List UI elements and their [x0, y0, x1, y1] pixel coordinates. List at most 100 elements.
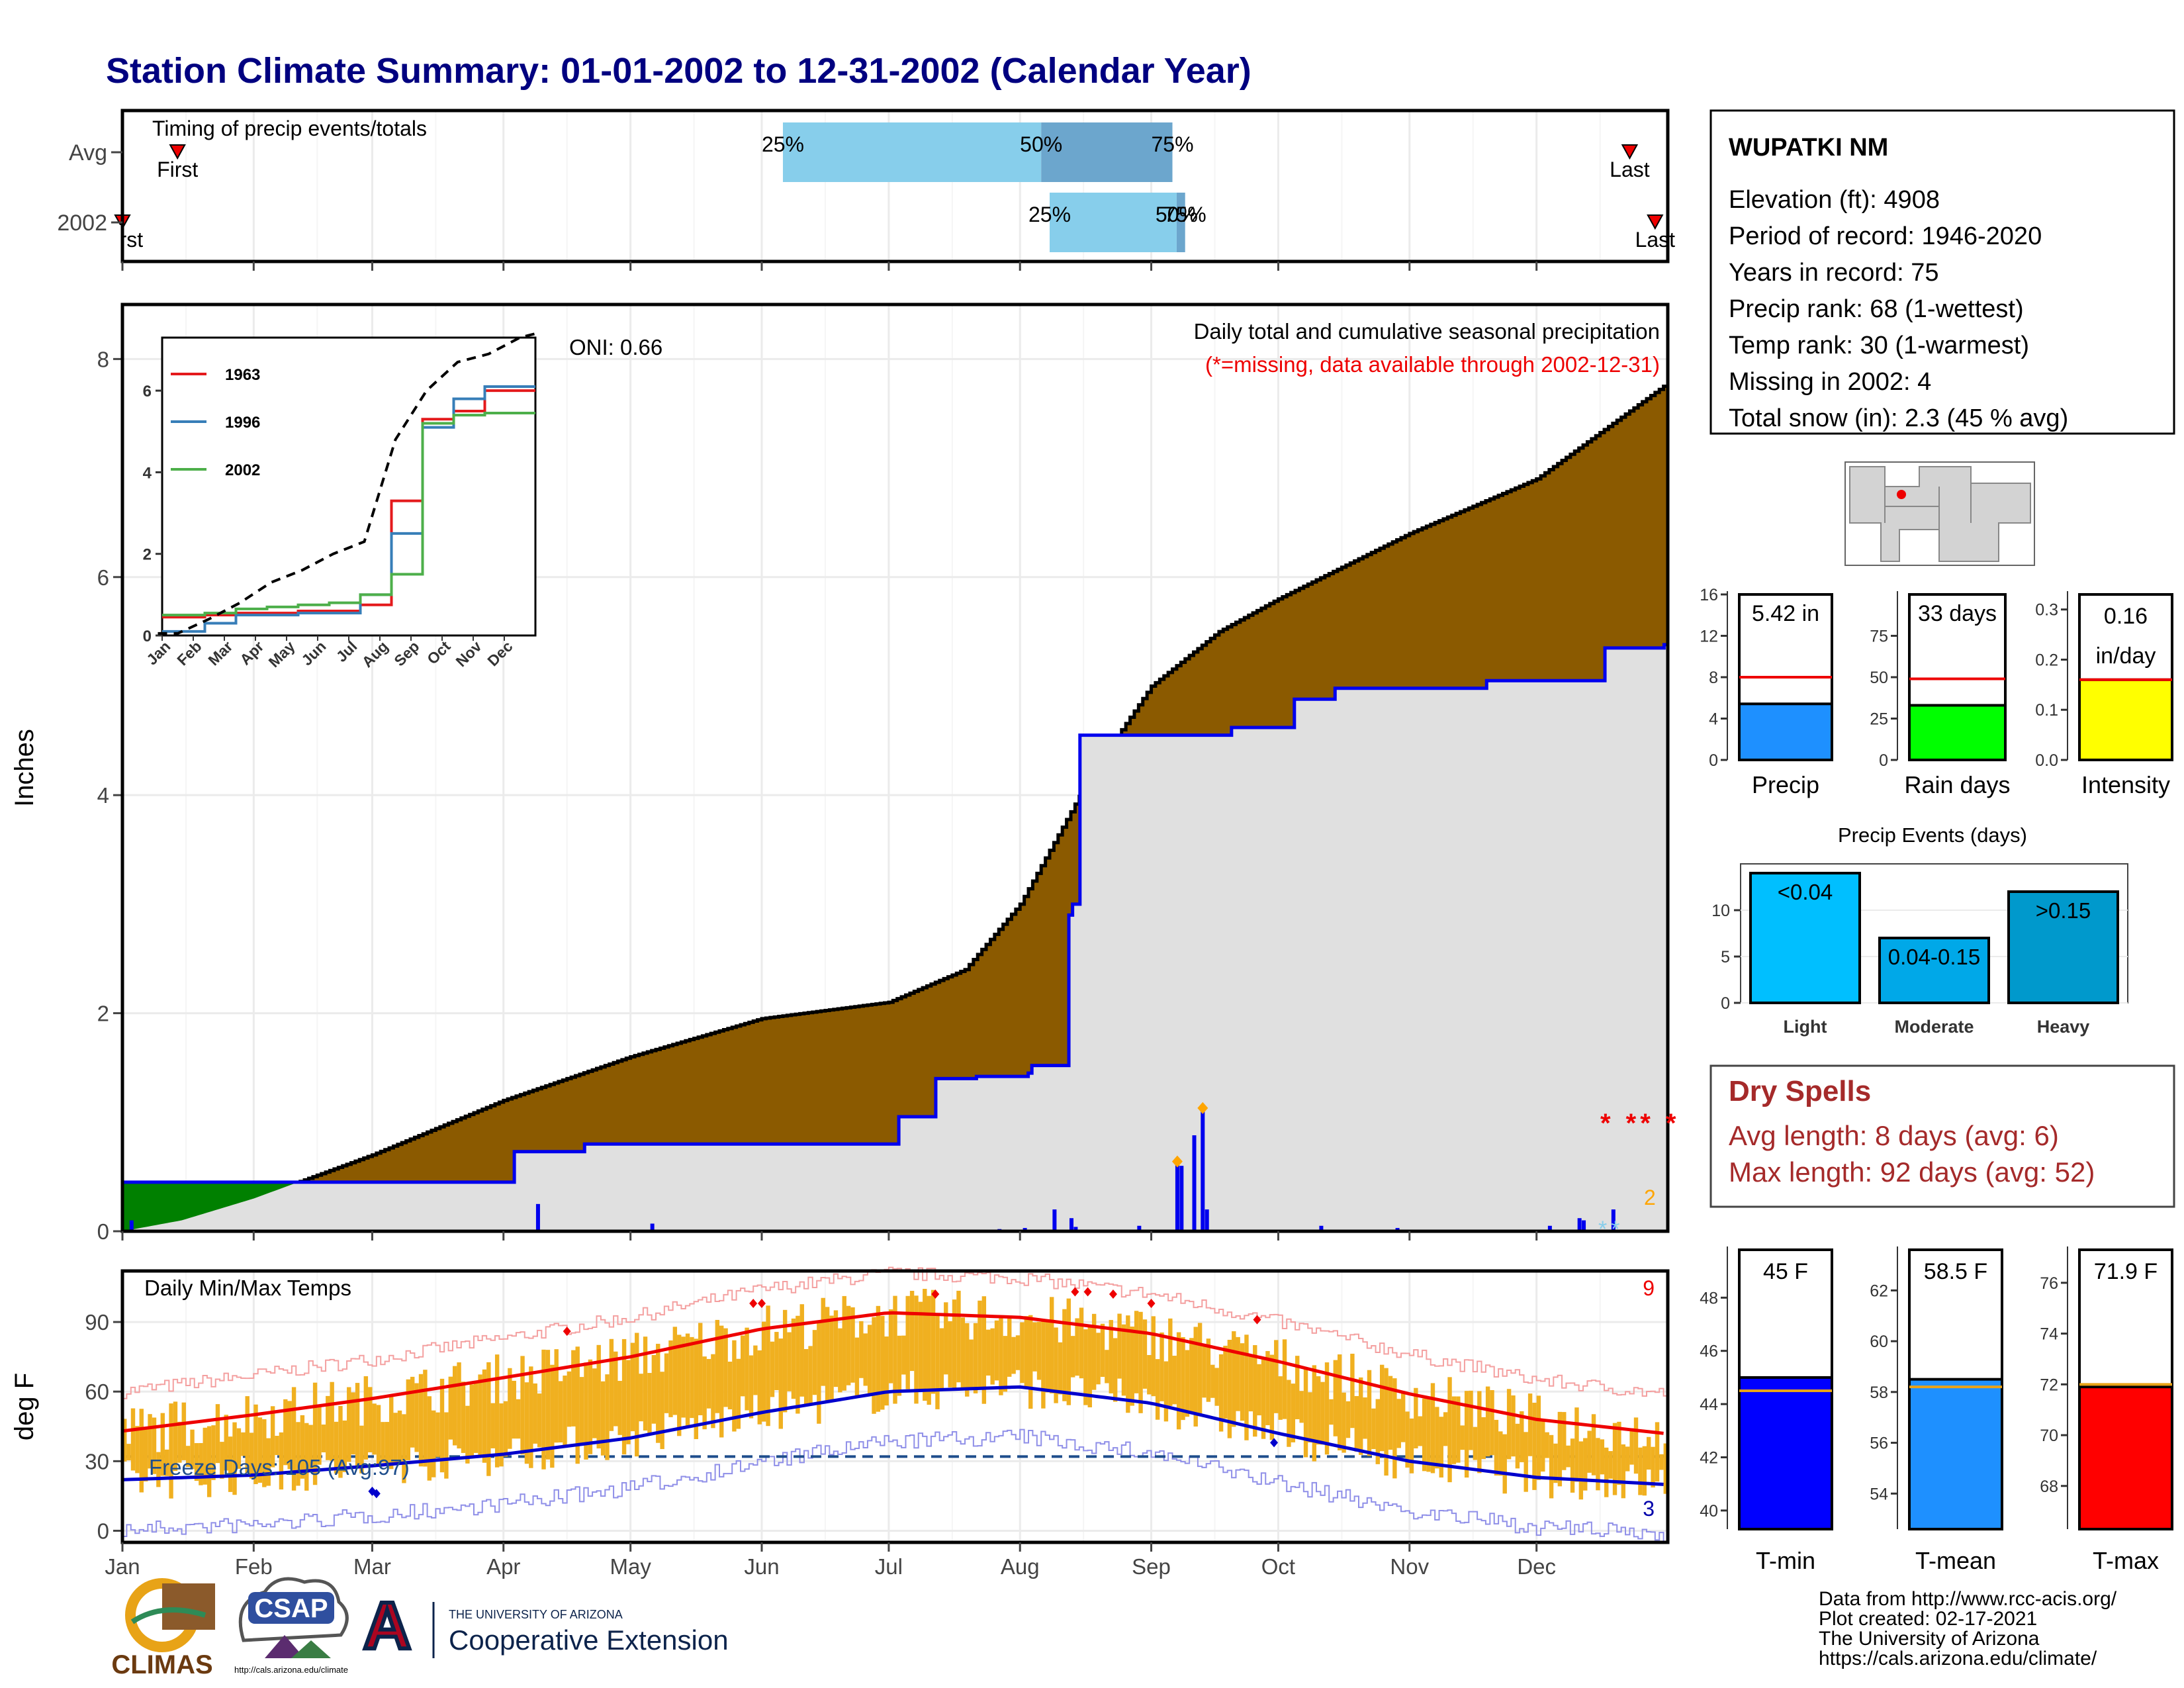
daily-temp-bar [842, 1295, 846, 1391]
daily-temp-bar [1557, 1411, 1563, 1487]
daily-temp-bar [1168, 1318, 1173, 1406]
daily-temp-bar [236, 1428, 242, 1469]
svg-text:THE UNIVERSITY OF ARIZONA: THE UNIVERSITY OF ARIZONA [449, 1608, 623, 1621]
daily-temp-bar [635, 1333, 639, 1457]
daily-temp-bar [334, 1421, 339, 1474]
daily-temp-bar [672, 1327, 678, 1415]
daily-temp-bar [177, 1421, 182, 1463]
daily-temp-bar [821, 1297, 825, 1386]
mini-panel-value-label: in/day [2096, 643, 2156, 669]
station-info-line: Total snow (in): 2.3 (45 % avg) [1729, 404, 2068, 432]
daily-temp-bar [1126, 1315, 1130, 1413]
daily-temp-bar [432, 1410, 436, 1477]
mini-y-tick-label: 56 [1870, 1434, 1888, 1453]
daily-temp-bar [850, 1307, 855, 1383]
mini-panel-category-label: Intensity [2081, 771, 2170, 798]
daily-temp-bar [300, 1415, 305, 1479]
timing-row-2002: 2002 [57, 211, 107, 236]
daily-temp-bar [1515, 1423, 1520, 1469]
record-high-marker [931, 1289, 940, 1299]
daily-temp-bar [181, 1402, 186, 1460]
events-bar-light [1749, 872, 1861, 1004]
inset-legend-label: 1963 [225, 366, 260, 384]
record-high-envelope [122, 1266, 1668, 1399]
daily-temp-bar [537, 1393, 542, 1448]
daily-temp-bar [190, 1429, 195, 1470]
daily-temp-bar [876, 1305, 881, 1412]
record-high-marker [1109, 1289, 1117, 1299]
daily-temp-bar [939, 1328, 944, 1390]
x-tick-label: Mar [353, 1554, 391, 1579]
daily-temp-bar [999, 1316, 1003, 1395]
daily-temp-bar [978, 1300, 982, 1387]
observed-cumulative-area [122, 640, 1668, 1231]
mini-panel-bar-rain-days [1908, 704, 2007, 761]
daily-temp-bar [1160, 1332, 1164, 1401]
daily-temp-bar [719, 1325, 724, 1438]
daily-temp-bar [385, 1422, 390, 1464]
daily-temp-bar [1079, 1307, 1084, 1379]
csap-logo: CSAP http://cals.arizona.edu/climate [234, 1577, 349, 1675]
daily-temp-bar [220, 1442, 224, 1479]
daily-temp-bar [486, 1362, 491, 1476]
daily-temp-bar [1604, 1447, 1609, 1497]
daily-temp-bar [1527, 1393, 1533, 1456]
daily-temp-bar [1511, 1395, 1516, 1457]
mini-y-tick-label: 0.2 [2035, 651, 2058, 669]
timing-title: Timing of precip events/totals [152, 117, 427, 140]
daily-temp-bar [1583, 1438, 1588, 1491]
timing-label-25: 25% [762, 132, 804, 156]
missing-marks: * ** * [1600, 1109, 1680, 1138]
x-tick-label: Apr [486, 1554, 520, 1579]
daily-temp-bar [224, 1415, 228, 1471]
daily-temp-bar [1329, 1399, 1334, 1425]
precip-summary-charts: 0 4 8 12 16 5.42 in Precip 0 25 50 75 33 days Rain d… [1700, 586, 2173, 798]
dry-spells-box: Dry Spells Avg length: 8 days (avg: 6) M… [1709, 1064, 2175, 1208]
daily-temp-bar [799, 1304, 804, 1397]
daily-temp-bar [160, 1413, 165, 1476]
events-bar-label: >0.15 [2036, 898, 2091, 923]
inset-y-tick-label: 6 [143, 383, 152, 400]
mini-panel-category-label: T-max [2093, 1547, 2159, 1574]
daily-temp-bar [410, 1376, 415, 1448]
daily-temp-bar [257, 1417, 263, 1483]
inset-legend-label: 2002 [225, 461, 260, 479]
daily-precip-bar [1582, 1220, 1586, 1231]
daily-temp-bar [677, 1335, 682, 1436]
daily-temp-bar [516, 1399, 521, 1439]
mini-y-tick-label: 62 [1870, 1282, 1888, 1300]
daily-temp-bar [1651, 1446, 1655, 1488]
daily-temp-bar [1359, 1377, 1363, 1455]
daily-temp-bar [1536, 1395, 1541, 1480]
precip-events-chart: Precip Events (days) 0 5 10 <0.04 Light 0.04-… [1711, 823, 2128, 1037]
daily-temp-bar [630, 1342, 635, 1432]
daily-temp-bar [524, 1382, 529, 1464]
daily-temp-bar [418, 1374, 424, 1467]
daily-temp-bar [1091, 1313, 1097, 1390]
daily-temp-bar [1121, 1324, 1126, 1396]
daily-temp-bar [766, 1305, 770, 1427]
daily-temp-bar [1633, 1417, 1639, 1474]
events-category-label: Heavy [2037, 1017, 2090, 1037]
daily-temp-bar [381, 1422, 385, 1463]
station-info-line: Years in record: 75 [1729, 259, 1939, 287]
station-info-line: Missing in 2002: 4 [1729, 368, 1931, 396]
daily-temp-bar [1265, 1350, 1270, 1425]
temp-chart-title: Daily Min/Max Temps [144, 1276, 351, 1300]
daily-temp-bar [584, 1362, 588, 1460]
daily-temp-bar [1003, 1336, 1008, 1392]
daily-temp-bar [1024, 1316, 1029, 1389]
daily-precip-bar [1611, 1209, 1615, 1231]
daily-temp-bar [1506, 1389, 1512, 1460]
daily-temp-bar [990, 1328, 995, 1385]
daily-temp-bar [1050, 1297, 1054, 1393]
x-tick-label: Feb [235, 1554, 273, 1579]
daily-temp-bar [135, 1426, 140, 1474]
mini-panel-bar-t-min [1738, 1376, 1833, 1531]
daily-temp-bar [596, 1344, 601, 1449]
daily-temp-bar [741, 1335, 745, 1397]
events-category-label: Moderate [1894, 1017, 1974, 1037]
daily-temp-bar [867, 1325, 872, 1394]
station-info-line: Precip rank: 68 (1-wettest) [1729, 295, 2024, 323]
x-tick-label: May [610, 1554, 651, 1579]
